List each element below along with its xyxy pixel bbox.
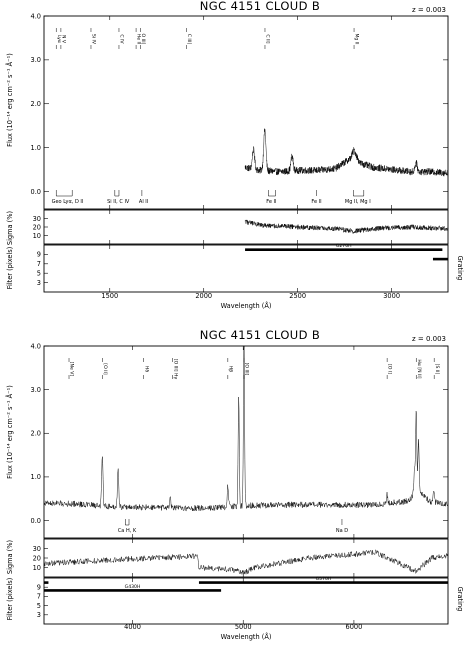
line-label-0: Si IV <box>91 34 97 45</box>
title-bottom: NGC 4151 CLOUD B <box>200 328 320 342</box>
absorption-label-1: Ca H, K <box>118 528 137 534</box>
absorption-bracket-0 <box>268 190 276 197</box>
line-label-1: [O I] <box>387 364 393 374</box>
flux-y-tick-label-0: 0.0 <box>31 188 42 196</box>
line-label-0: C IV <box>119 34 125 44</box>
filter-y-tick-label-0: 7 <box>37 260 41 268</box>
flux-y-tick-label-1: 4.0 <box>31 342 42 350</box>
xlabel-top: Wavelength (Å) <box>221 301 272 310</box>
absorption-label-0: Si II, C IV <box>107 199 130 205</box>
line-label-0: C III] <box>186 34 192 45</box>
filter-ylabel-top: Filter (pixels) <box>6 247 14 290</box>
filter-y-tick-label-1: 5 <box>37 602 41 610</box>
flux-series-0 <box>244 128 449 177</box>
sigma-y-tick-label-1: 20 <box>33 554 41 562</box>
line-label-1: [O III] <box>244 363 250 376</box>
filter-y-tick-label-0: 5 <box>37 270 41 278</box>
x-tick-label-0: 1500 <box>101 292 118 300</box>
absorption-bracket-0 <box>55 190 73 197</box>
flux-y-tick-label-0: 4.0 <box>31 12 42 20</box>
line-label-0: C II] <box>265 34 271 43</box>
flux-y-tick-label-0: 3.0 <box>31 56 42 64</box>
title-top: NGC 4151 CLOUD B <box>200 0 320 13</box>
x-tick-label-0: 2500 <box>289 292 306 300</box>
flux-series-1 <box>43 345 448 512</box>
absorption-bracket-0 <box>114 190 120 197</box>
filter-y-tick-label-0: 3 <box>37 279 41 287</box>
z-label-bottom: z = 0.003 <box>412 335 446 343</box>
grating-label-0: G270H <box>336 243 352 249</box>
line-label-1: [O II] <box>102 363 108 375</box>
line-label-1: Hα [N II] <box>416 359 422 378</box>
sigma-series-1 <box>43 549 448 575</box>
flux-ylabel-top: Flux (10⁻¹⁴ erg cm⁻² s⁻¹ Å⁻¹) <box>5 53 14 147</box>
sigma-y-tick-label-0: 20 <box>33 223 41 231</box>
line-label-1: [S II] <box>434 364 440 375</box>
filter-y-tick-label-0: 9 <box>37 251 41 259</box>
flux-frame-1 <box>43 345 449 539</box>
line-label-0: He II <box>136 34 142 44</box>
line-label-0: O III] <box>140 34 146 45</box>
filter-y-tick-label-1: 7 <box>37 593 41 601</box>
flux-frame-0 <box>43 15 449 210</box>
absorption-label-0: Mg II, Mg I <box>345 199 371 205</box>
filter-ylabel-bottom: Filter (pixels) <box>6 578 14 621</box>
sigma-y-tick-label-1: 30 <box>33 545 41 553</box>
line-label-1: Hβ <box>227 366 233 372</box>
flux-y-tick-label-1: 3.0 <box>31 386 42 394</box>
sigma-series-0 <box>244 219 449 234</box>
x-tick-label-1: 4000 <box>124 623 141 631</box>
grating-label-1: G430H <box>125 584 141 590</box>
absorption-bracket-0 <box>353 190 365 197</box>
filter-y-tick-label-1: 9 <box>37 584 41 592</box>
sigma-y-tick-label-0: 10 <box>33 232 41 240</box>
absorption-label-0: Al II <box>139 199 148 205</box>
grating-label-1: G570H <box>316 576 332 582</box>
sigma-y-tick-label-1: 10 <box>33 564 41 572</box>
x-tick-label-1: 5000 <box>235 623 252 631</box>
line-label-1: [O III] Hγ <box>172 359 178 380</box>
filter-y-tick-label-1: 3 <box>37 611 41 619</box>
absorption-label-0: Fe II <box>311 199 321 205</box>
absorption-label-0: Fe II <box>266 199 276 205</box>
flux-y-tick-label-1: 0.0 <box>31 517 42 525</box>
flux-y-tick-label-0: 2.0 <box>31 100 42 108</box>
filter-frame-1 <box>43 577 449 625</box>
absorption-label-1: Na D <box>336 528 348 534</box>
xlabel-bottom: Wavelength (Å) <box>221 632 272 641</box>
filter-frame-0 <box>43 244 449 293</box>
line-label-0: N V <box>61 35 67 44</box>
line-label-1: [Ne V] <box>69 362 75 377</box>
flux-y-tick-label-1: 1.0 <box>31 473 42 481</box>
sigma-ylabel-bottom: Sigma (%) <box>6 540 14 574</box>
line-label-0: Lyα <box>56 35 62 43</box>
flux-y-tick-label-1: 2.0 <box>31 430 42 438</box>
line-label-1: Hδ <box>143 366 149 372</box>
x-tick-label-1: 6000 <box>346 623 363 631</box>
z-label-top: z = 0.003 <box>412 6 446 14</box>
sigma-y-tick-label-0: 30 <box>33 215 41 223</box>
x-tick-label-0: 2000 <box>195 292 212 300</box>
line-label-0: Mg II <box>354 33 360 44</box>
sigma-ylabel-top: Sigma (%) <box>6 211 14 245</box>
flux-ylabel-bottom: Flux (10⁻¹⁴ erg cm⁻² s⁻¹ Å⁻¹) <box>5 385 14 479</box>
absorption-bracket-1 <box>124 519 130 526</box>
grating-label-top: Grating <box>456 256 464 281</box>
absorption-label-0: Geo Lyα, D II <box>52 199 84 205</box>
flux-y-tick-label-0: 1.0 <box>31 144 42 152</box>
x-tick-label-0: 3000 <box>383 292 400 300</box>
grating-label-bottom: Grating <box>456 587 464 612</box>
plot-layer: 1500 2000 2500 30000.01.02.03.04.0102030357… <box>31 12 449 631</box>
